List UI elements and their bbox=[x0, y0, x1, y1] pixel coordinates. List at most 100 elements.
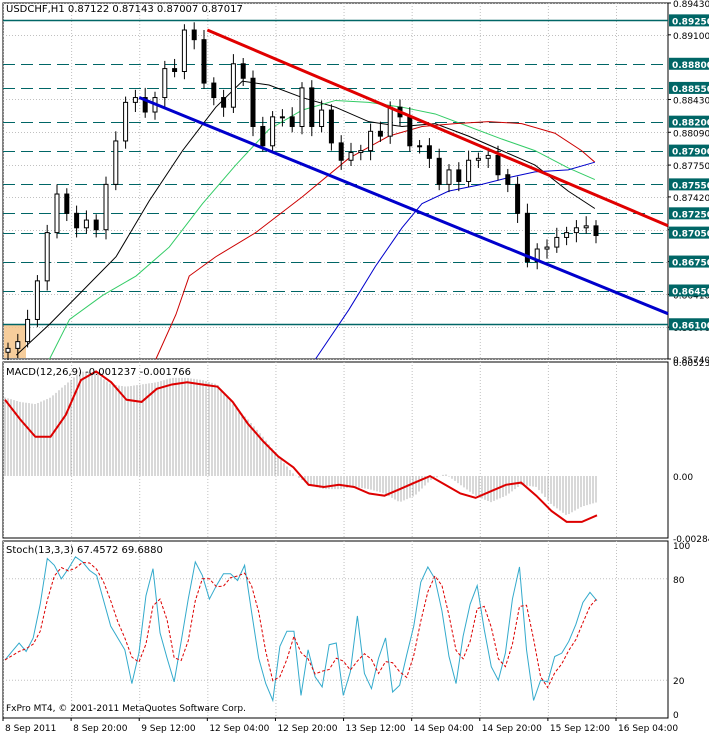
level-tag bbox=[669, 14, 709, 27]
candle-body bbox=[515, 183, 521, 214]
candle-body bbox=[123, 101, 129, 142]
macd-scale-label: -0.00284 bbox=[673, 535, 709, 545]
time-axis-label: 15 Sep 12:00 bbox=[550, 724, 610, 734]
time-axis-label: 12 Sep 20:00 bbox=[277, 724, 337, 734]
price-panel[interactable] bbox=[3, 19, 669, 360]
stoch-scale-label: 100 bbox=[673, 542, 690, 552]
price-scale-label: 0.87750 bbox=[673, 162, 709, 172]
level-tag-label: 0.88200 bbox=[672, 119, 709, 129]
red-channel-line bbox=[206, 28, 669, 228]
price-scale-label: 0.89100 bbox=[673, 32, 709, 42]
macd-scale-label: 0.00 bbox=[673, 473, 693, 483]
candle-body bbox=[417, 145, 423, 148]
blue-channel-line bbox=[138, 96, 669, 316]
candle-body bbox=[162, 68, 168, 99]
candle-body bbox=[299, 87, 305, 127]
stoch-scale-label: 20 bbox=[673, 677, 685, 687]
stoch-scale: 100 80 20 0 bbox=[673, 542, 690, 721]
candle-body bbox=[230, 63, 236, 108]
candle-body bbox=[368, 130, 374, 152]
candle-body bbox=[15, 341, 21, 349]
time-axis-label: 14 Sep 20:00 bbox=[482, 724, 542, 734]
stoch-signal-line bbox=[4, 561, 598, 689]
stoch-title: Stoch(13,3,3) 67.4572 69.6880 bbox=[6, 545, 163, 556]
time-axis-label: 16 Sep 04:00 bbox=[618, 724, 678, 734]
candle-body bbox=[505, 174, 511, 185]
candle-body bbox=[348, 152, 354, 161]
candle-body bbox=[319, 109, 325, 127]
candle-body bbox=[593, 225, 599, 237]
candle-body bbox=[475, 157, 481, 161]
candle-body bbox=[74, 212, 80, 229]
price-scale-label: 0.88090 bbox=[673, 129, 709, 139]
level-tag-label: 0.86750 bbox=[672, 259, 709, 269]
time-axis-label: 8 Sep 2011 bbox=[5, 724, 56, 734]
time-axis-label: 12 Sep 04:00 bbox=[209, 724, 269, 734]
level-tag-label: 0.87050 bbox=[672, 230, 709, 240]
candle-body bbox=[495, 154, 501, 176]
level-tag bbox=[669, 284, 709, 297]
level-tag-label: 0.86100 bbox=[672, 321, 709, 331]
candle-body bbox=[544, 246, 550, 250]
candle-body bbox=[466, 159, 472, 182]
level-tag-label: 0.87550 bbox=[672, 181, 709, 191]
level-tag bbox=[669, 81, 709, 94]
highlight-zone bbox=[4, 324, 26, 358]
time-axis: 8 Sep 2011 8 Sep 20:00 9 Sep 12:00 12 Sep 0… bbox=[2, 718, 678, 734]
panel-frames bbox=[2, 2, 669, 719]
candle-body bbox=[358, 150, 364, 154]
candle-body bbox=[377, 130, 383, 137]
candle-body bbox=[25, 318, 31, 343]
candle-body bbox=[407, 116, 413, 147]
candle-body bbox=[583, 225, 589, 229]
candle-body bbox=[83, 219, 89, 229]
macd-scale-label: 0.00523 bbox=[673, 359, 709, 369]
candle-body bbox=[34, 280, 40, 320]
candle-body bbox=[524, 212, 530, 263]
candle-body bbox=[328, 109, 334, 144]
level-tag-label: 0.88550 bbox=[672, 85, 709, 95]
price-scale-label: 0.89430 bbox=[673, 0, 709, 10]
time-axis-label: 13 Sep 12:00 bbox=[346, 724, 406, 734]
copyright-text: FxPro MT4, © 2001-2011 MetaQuotes Softwa… bbox=[6, 704, 246, 714]
candle-body bbox=[221, 97, 227, 108]
macd-scale: 0.00523 0.00 -0.00284 bbox=[673, 359, 709, 545]
candle-body bbox=[573, 227, 579, 234]
level-tag bbox=[669, 144, 709, 157]
candle-body bbox=[103, 183, 109, 231]
ma-green-line bbox=[49, 99, 596, 360]
level-tag-label: 0.87250 bbox=[672, 210, 709, 220]
level-tag bbox=[669, 318, 709, 331]
candle-body bbox=[250, 77, 256, 127]
candle-body bbox=[426, 145, 432, 159]
stoch-grid bbox=[3, 541, 668, 718]
candle-body bbox=[201, 39, 207, 84]
candle-body bbox=[132, 97, 138, 103]
candle-body bbox=[93, 219, 99, 231]
candle-body bbox=[191, 29, 197, 41]
candle-body bbox=[387, 106, 393, 137]
candle-body bbox=[564, 232, 570, 238]
candle-body bbox=[554, 236, 560, 248]
macd-signal-line bbox=[4, 370, 598, 523]
stoch-main-line bbox=[4, 556, 598, 703]
stoch-panel[interactable] bbox=[4, 556, 598, 703]
candle-body bbox=[181, 29, 187, 72]
candle-body bbox=[5, 347, 11, 353]
level-tag bbox=[669, 57, 709, 70]
stoch-scale-label: 0 bbox=[673, 711, 679, 721]
chart-title: USDCHF,H1 0.87122 0.87143 0.87007 0.8701… bbox=[6, 4, 243, 15]
level-tag-label: 0.86450 bbox=[672, 288, 709, 298]
candle-body bbox=[446, 169, 452, 185]
price-scale-label: 0.87420 bbox=[673, 194, 709, 204]
level-tag bbox=[669, 255, 709, 268]
macd-frame bbox=[2, 361, 669, 539]
time-axis-label: 9 Sep 12:00 bbox=[141, 724, 196, 734]
price-scale-label: 0.88430 bbox=[673, 96, 709, 106]
stoch-scale-label: 80 bbox=[673, 576, 685, 586]
main-frame bbox=[2, 2, 669, 360]
macd-panel[interactable] bbox=[4, 370, 598, 523]
level-tag bbox=[669, 207, 709, 220]
